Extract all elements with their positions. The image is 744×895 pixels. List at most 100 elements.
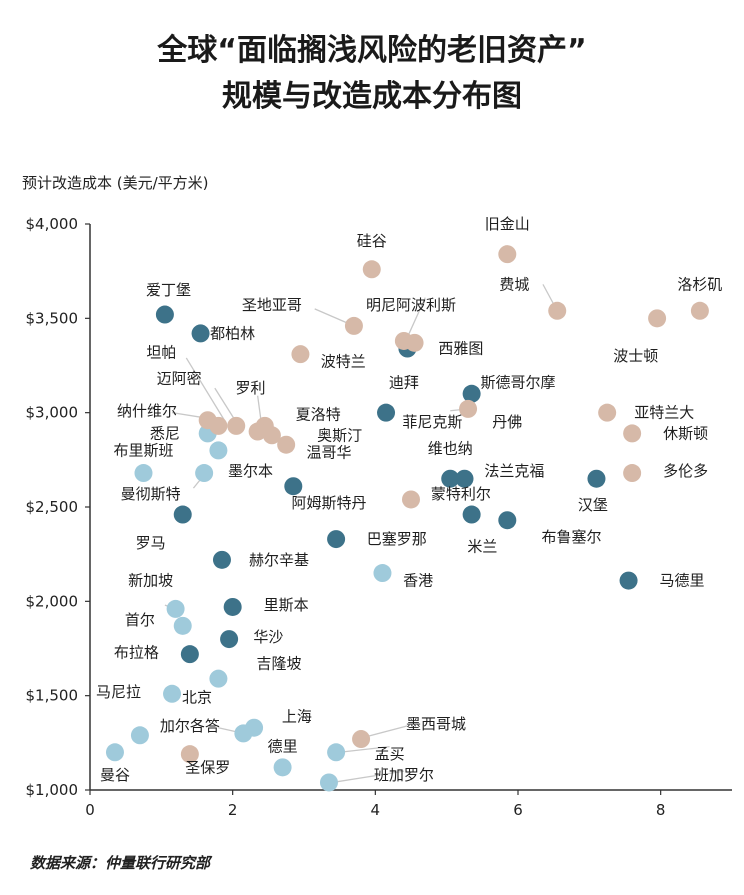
data-point: 奥斯汀	[262, 426, 281, 445]
data-point: 米兰	[462, 505, 481, 524]
point-label: 蒙特利尔	[431, 485, 491, 503]
data-point: 休斯顿	[623, 424, 642, 443]
data-point: 墨尔本	[195, 464, 214, 483]
point-label: 温哥华	[306, 443, 351, 461]
y-tick-label: $2,000	[26, 592, 79, 610]
data-point: 里斯本	[223, 597, 242, 616]
chart-title-line1: 全球“面临搁浅风险的老旧资产”	[157, 33, 587, 68]
point-label: 孟买	[375, 745, 405, 763]
data-point: 都柏林	[191, 324, 210, 343]
point-label: 马德里	[660, 572, 705, 590]
point-label: 阿姆斯特丹	[291, 494, 366, 512]
data-point: 孟买	[327, 743, 346, 762]
data-point: 香港	[373, 564, 392, 583]
point-label: 波特兰	[321, 353, 366, 371]
point-label: 多伦多	[663, 462, 708, 480]
point-label: 里斯本	[264, 596, 309, 614]
leader-line	[214, 387, 237, 423]
chart-title-line2: 规模与改造成本分布图	[222, 79, 522, 114]
point-label: 休斯顿	[663, 424, 708, 442]
point-label: 费城	[499, 275, 529, 293]
point-label: 汉堡	[578, 496, 608, 514]
point-label: 吉隆坡	[257, 655, 302, 673]
point-label: 斯德哥尔摩	[480, 373, 555, 391]
data-point: 夏洛特	[248, 422, 267, 441]
point-label: 新加坡	[128, 572, 173, 590]
point-label: 罗利	[235, 379, 265, 397]
leader-line	[406, 297, 426, 338]
point-label: 旧金山	[485, 215, 530, 233]
leader-line	[339, 745, 390, 753]
point-label: 圣地亚哥	[242, 296, 302, 314]
data-point: 吉隆坡	[209, 669, 228, 688]
point-label: 罗马	[136, 534, 166, 552]
data-point: 硅谷	[362, 260, 381, 279]
point-label: 华沙	[253, 628, 283, 646]
x-tick-label: 0	[85, 801, 95, 819]
data-point: 坦帕	[209, 416, 228, 435]
data-point: 迈阿密	[227, 416, 246, 435]
data-point: 波士顿	[648, 309, 667, 328]
data-point: 费城	[548, 301, 567, 320]
point-label: 北京	[182, 689, 212, 707]
point-label: 班加罗尔	[374, 766, 434, 784]
y-tick-label: $1,000	[26, 781, 79, 799]
data-point: 巴塞罗那	[327, 530, 346, 549]
point-label: 布鲁塞尔	[541, 528, 601, 546]
data-point: 新加坡	[166, 599, 185, 618]
x-tick-label: 6	[513, 801, 523, 819]
data-point: 旧金山	[498, 245, 517, 264]
data-point: 亚特兰大	[598, 403, 617, 422]
data-point: 马尼拉	[163, 684, 182, 703]
point-label: 维也纳	[428, 440, 473, 458]
point-label: 上海	[282, 707, 312, 725]
data-point: 马德里	[619, 571, 638, 590]
point-label: 爱丁堡	[146, 281, 191, 299]
data-point: 斯德哥尔摩	[462, 384, 481, 403]
y-tick-label: $4,000	[26, 215, 79, 233]
point-label: 奥斯汀	[317, 426, 362, 444]
point-label: 坦帕	[146, 343, 176, 361]
data-point: 墨尔本	[209, 441, 228, 460]
data-point: 圣保罗	[180, 745, 199, 764]
data-point: 爱丁堡	[155, 305, 174, 324]
data-point: 加尔各答	[130, 726, 149, 745]
point-label: 赫尔辛基	[249, 551, 309, 569]
source-note: 数据来源：仲量联行研究部	[30, 854, 211, 872]
point-label: 波士顿	[613, 347, 658, 365]
y-tick-label: $1,500	[26, 687, 79, 705]
point-label: 布里斯班	[113, 441, 173, 459]
leader-line	[256, 395, 262, 423]
data-point: 罗马	[173, 505, 192, 524]
point-label: 明尼阿波利斯	[366, 296, 456, 314]
data-point: 墨西哥城	[352, 730, 371, 749]
data-point: 法兰克福	[455, 469, 474, 488]
leader-line	[332, 770, 404, 784]
y-tick-label: $3,500	[26, 309, 79, 327]
point-label: 德里	[268, 738, 298, 756]
leader-line	[185, 357, 227, 423]
data-point: 温哥华	[277, 435, 296, 454]
data-points: 爱丁堡都柏林迪拜斯德哥尔摩菲尼克斯法兰克福维也纳汉堡阿姆斯特丹罗马米兰布鲁塞尔巴…	[105, 245, 709, 792]
data-point: 蒙特利尔	[402, 490, 420, 509]
data-point: 汉堡	[587, 469, 606, 488]
point-label: 巴塞罗那	[367, 530, 427, 548]
data-point: 华沙	[220, 630, 239, 649]
point-label: 加尔各答	[160, 717, 220, 735]
data-point: 阿姆斯特丹	[284, 477, 303, 496]
data-point: 德里	[273, 758, 292, 777]
point-label: 首尔	[125, 611, 155, 629]
point-label: 圣保罗	[185, 758, 230, 776]
y-tick-label: $3,000	[26, 404, 79, 422]
point-label: 迪拜	[389, 373, 419, 391]
point-label: 洛杉矶	[677, 275, 722, 293]
point-label: 墨西哥城	[406, 715, 466, 733]
point-label: 夏洛特	[296, 406, 341, 424]
x-tick-label: 8	[656, 801, 666, 819]
point-label: 亚特兰大	[634, 404, 694, 422]
data-point: 布里斯班	[134, 464, 153, 483]
leader-line	[364, 725, 408, 738]
data-point: 维也纳	[441, 469, 460, 488]
point-label: 墨尔本	[228, 462, 273, 480]
